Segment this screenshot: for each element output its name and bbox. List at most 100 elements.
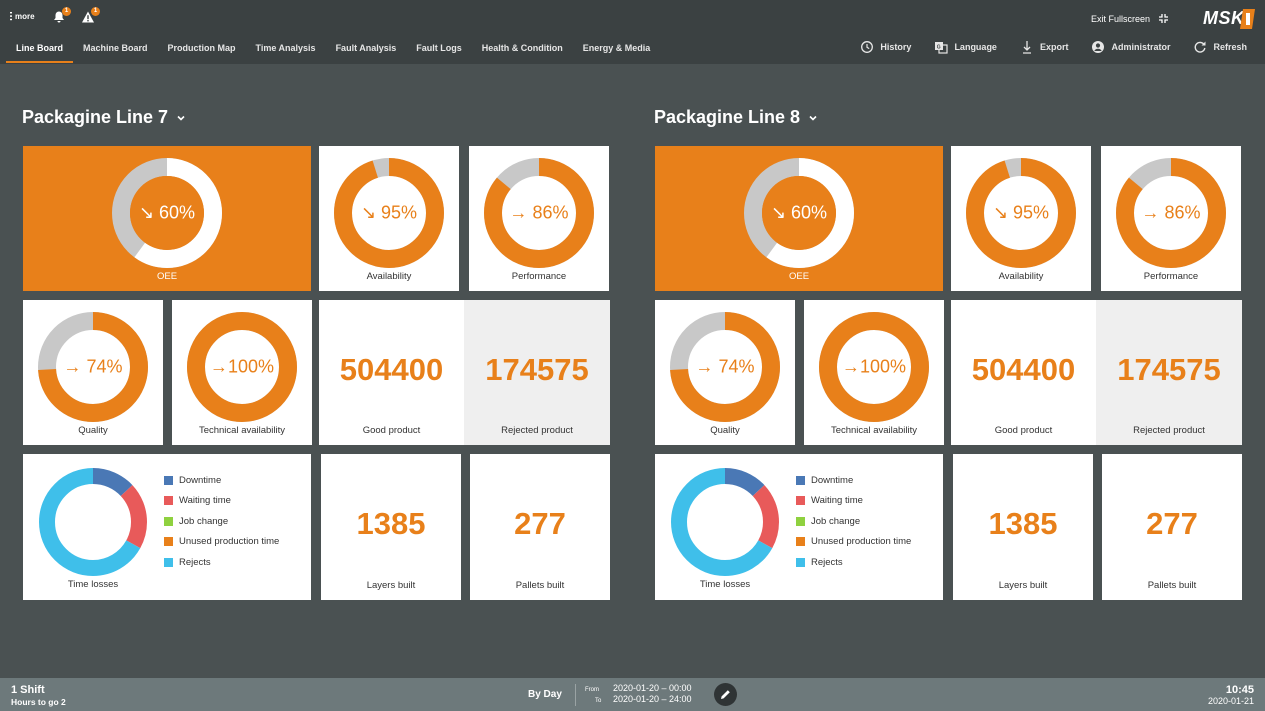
top-bar: more 1 1 Exit Fullscreen MSK Line Board M… bbox=[0, 0, 1265, 64]
time-losses-segment-rejects bbox=[39, 468, 147, 576]
clock: 10:45 2020-01-21 bbox=[1208, 684, 1254, 706]
msk-logo: MSK bbox=[1203, 8, 1255, 30]
edit-date-range-button[interactable] bbox=[714, 683, 737, 706]
tab-fault-analysis[interactable]: Fault Analysis bbox=[335, 43, 397, 53]
line-7-technical-availability-label: Technical availability bbox=[198, 425, 286, 436]
line-7-availability-gauge-fill bbox=[334, 158, 444, 268]
line-8-oee-center bbox=[762, 176, 836, 250]
legend-item-job-change[interactable]: Job change bbox=[796, 511, 911, 532]
legend-item-rejects[interactable]: Rejects bbox=[796, 552, 911, 573]
line-8-quality-value: → 74% bbox=[695, 356, 755, 377]
legend-item-unused-production-time[interactable]: Unused production time bbox=[164, 532, 279, 553]
main-tabs: Line Board Machine Board Production Map Tim… bbox=[6, 39, 660, 63]
line-8-title-dropdown[interactable]: Packagine Line 8 bbox=[654, 107, 818, 128]
date-range-values: 2020-01-20 – 00:00 2020-01-20 – 24:00 bbox=[613, 683, 692, 705]
legend-label: Rejects bbox=[179, 556, 211, 568]
line-8-availability-card[interactable]: ↘ 95% Availability bbox=[951, 146, 1091, 291]
line-8-quality-card[interactable]: → 74% Quality bbox=[655, 300, 795, 445]
line-7-performance-gauge: → 86% bbox=[484, 158, 594, 268]
line-7-layers-built-label: Layers built bbox=[366, 580, 416, 591]
period-selector[interactable]: By Day bbox=[528, 689, 562, 700]
warnings-button[interactable]: 1 bbox=[81, 7, 100, 24]
legend-label: Downtime bbox=[811, 474, 854, 486]
line-8-layers-built-card[interactable]: 1385 Layers built bbox=[953, 454, 1093, 600]
line-8-technical-availability-card[interactable]: →100% Technical availability bbox=[804, 300, 944, 445]
line-8-good-product-card[interactable]: 504400 Good product bbox=[951, 300, 1096, 445]
legend-swatch bbox=[796, 557, 805, 567]
line-8-oee-card[interactable]: ↘ 60% OEE bbox=[655, 146, 943, 291]
line-7-technical-availability-card[interactable]: →100% Technical availability bbox=[172, 300, 312, 445]
more-menu-button[interactable]: more bbox=[10, 11, 35, 21]
line-7-oee-label: OEE bbox=[156, 271, 178, 282]
line-8-pallets-built-card[interactable]: 277 Pallets built bbox=[1102, 454, 1242, 600]
line-7-time-losses-legend: Downtime Waiting time Job change Unused pro… bbox=[164, 470, 279, 573]
line-7-quality-card[interactable]: → 74% Quality bbox=[23, 300, 163, 445]
clock-time: 10:45 bbox=[1225, 684, 1254, 696]
line-7-quality-gauge: → 74% bbox=[38, 312, 148, 422]
line-7-good-product-card[interactable]: 504400 Good product bbox=[319, 300, 464, 445]
logo-mark-icon bbox=[1240, 9, 1255, 29]
line-8-time-losses-legend: Downtime Waiting time Job change Unused pro… bbox=[796, 470, 911, 573]
line-7-oee-gauge-fill bbox=[112, 158, 222, 268]
legend-label: Job change bbox=[811, 515, 861, 527]
tab-energy-media[interactable]: Energy & Media bbox=[582, 43, 651, 53]
legend-item-rejects[interactable]: Rejects bbox=[164, 552, 279, 573]
legend-item-waiting-time[interactable]: Waiting time bbox=[796, 491, 911, 512]
time-losses-segment-rejects bbox=[671, 468, 779, 576]
legend-item-downtime[interactable]: Downtime bbox=[796, 470, 911, 491]
line-8-time-losses-donut bbox=[670, 467, 780, 577]
line-8-pallets-built-value: 277 bbox=[1146, 506, 1198, 542]
from-label: From bbox=[585, 687, 599, 693]
line-8-time-losses-card[interactable]: Downtime Waiting time Job change Unused pro… bbox=[655, 454, 943, 600]
tab-production-map[interactable]: Production Map bbox=[167, 43, 236, 53]
line-7-technical-availability-value: →100% bbox=[209, 356, 275, 377]
line-8-layers-built-label: Layers built bbox=[998, 580, 1048, 591]
tab-machine-board[interactable]: Machine Board bbox=[83, 43, 148, 53]
line-8-technical-availability-label: Technical availability bbox=[830, 425, 918, 436]
refresh-button[interactable]: Refresh bbox=[1193, 39, 1247, 55]
line-7-time-losses-donut bbox=[38, 467, 148, 577]
footer-divider bbox=[575, 684, 576, 706]
tab-time-analysis[interactable]: Time Analysis bbox=[255, 43, 316, 53]
line-7-layers-built-card[interactable]: 1385 Layers built bbox=[321, 454, 461, 600]
line-7-title-dropdown[interactable]: Packagine Line 7 bbox=[22, 107, 186, 128]
line-7-performance-card[interactable]: → 86% Performance bbox=[469, 146, 609, 291]
legend-item-waiting-time[interactable]: Waiting time bbox=[164, 491, 279, 512]
tab-health-condition[interactable]: Health & Condition bbox=[481, 43, 563, 53]
legend-item-downtime[interactable]: Downtime bbox=[164, 470, 279, 491]
tab-fault-logs[interactable]: Fault Logs bbox=[416, 43, 462, 53]
line-7-rejected-product-card[interactable]: 174575 Rejected product bbox=[464, 300, 610, 445]
line-8-quality-gauge-fill bbox=[670, 312, 780, 422]
line-8-quality-label: Quality bbox=[710, 425, 740, 436]
legend-item-unused-production-time[interactable]: Unused production time bbox=[796, 532, 911, 553]
line-8-availability-label: Availability bbox=[998, 271, 1044, 282]
export-button[interactable]: Export bbox=[1020, 39, 1068, 55]
legend-item-job-change[interactable]: Job change bbox=[164, 511, 279, 532]
administrator-label: Administrator bbox=[1111, 42, 1171, 52]
line-7-quality-value: → 74% bbox=[63, 356, 123, 377]
line-7-rejected-product-label: Rejected product bbox=[501, 425, 573, 436]
line-8-technical-availability-gauge-ring bbox=[819, 312, 929, 422]
line-7-oee-center bbox=[130, 176, 204, 250]
exit-fullscreen-button[interactable]: Exit Fullscreen bbox=[1091, 13, 1169, 24]
line-7-quality-gauge-ring bbox=[38, 312, 148, 422]
line-8-performance-card[interactable]: → 86% Performance bbox=[1101, 146, 1241, 291]
line-7-time-losses-card[interactable]: Downtime Waiting time Job change Unused pro… bbox=[23, 454, 311, 600]
language-button[interactable]: G Language bbox=[934, 39, 997, 55]
history-button[interactable]: History bbox=[860, 39, 911, 55]
administrator-button[interactable]: Administrator bbox=[1091, 39, 1170, 55]
line-7-availability-card[interactable]: ↘ 95% Availability bbox=[319, 146, 459, 291]
clock-date: 2020-01-21 bbox=[1207, 696, 1254, 706]
line-8-rejected-product-card[interactable]: 174575 Rejected product bbox=[1096, 300, 1242, 445]
legend-swatch bbox=[796, 516, 805, 526]
line-8-title: Packagine Line 8 bbox=[654, 107, 801, 127]
notifications-button[interactable]: 1 bbox=[52, 7, 71, 24]
line-8-technical-availability-value: →100% bbox=[841, 356, 907, 377]
bell-icon bbox=[54, 11, 64, 23]
line-8-pallets-built-label: Pallets built bbox=[1147, 580, 1197, 591]
language-label: Language bbox=[954, 42, 997, 52]
tab-line-board[interactable]: Line Board bbox=[6, 39, 74, 63]
notifications-count-badge: 1 bbox=[62, 7, 71, 16]
line-7-pallets-built-card[interactable]: 277 Pallets built bbox=[470, 454, 610, 600]
line-7-oee-card[interactable]: ↘ 60% OEE bbox=[23, 146, 311, 291]
